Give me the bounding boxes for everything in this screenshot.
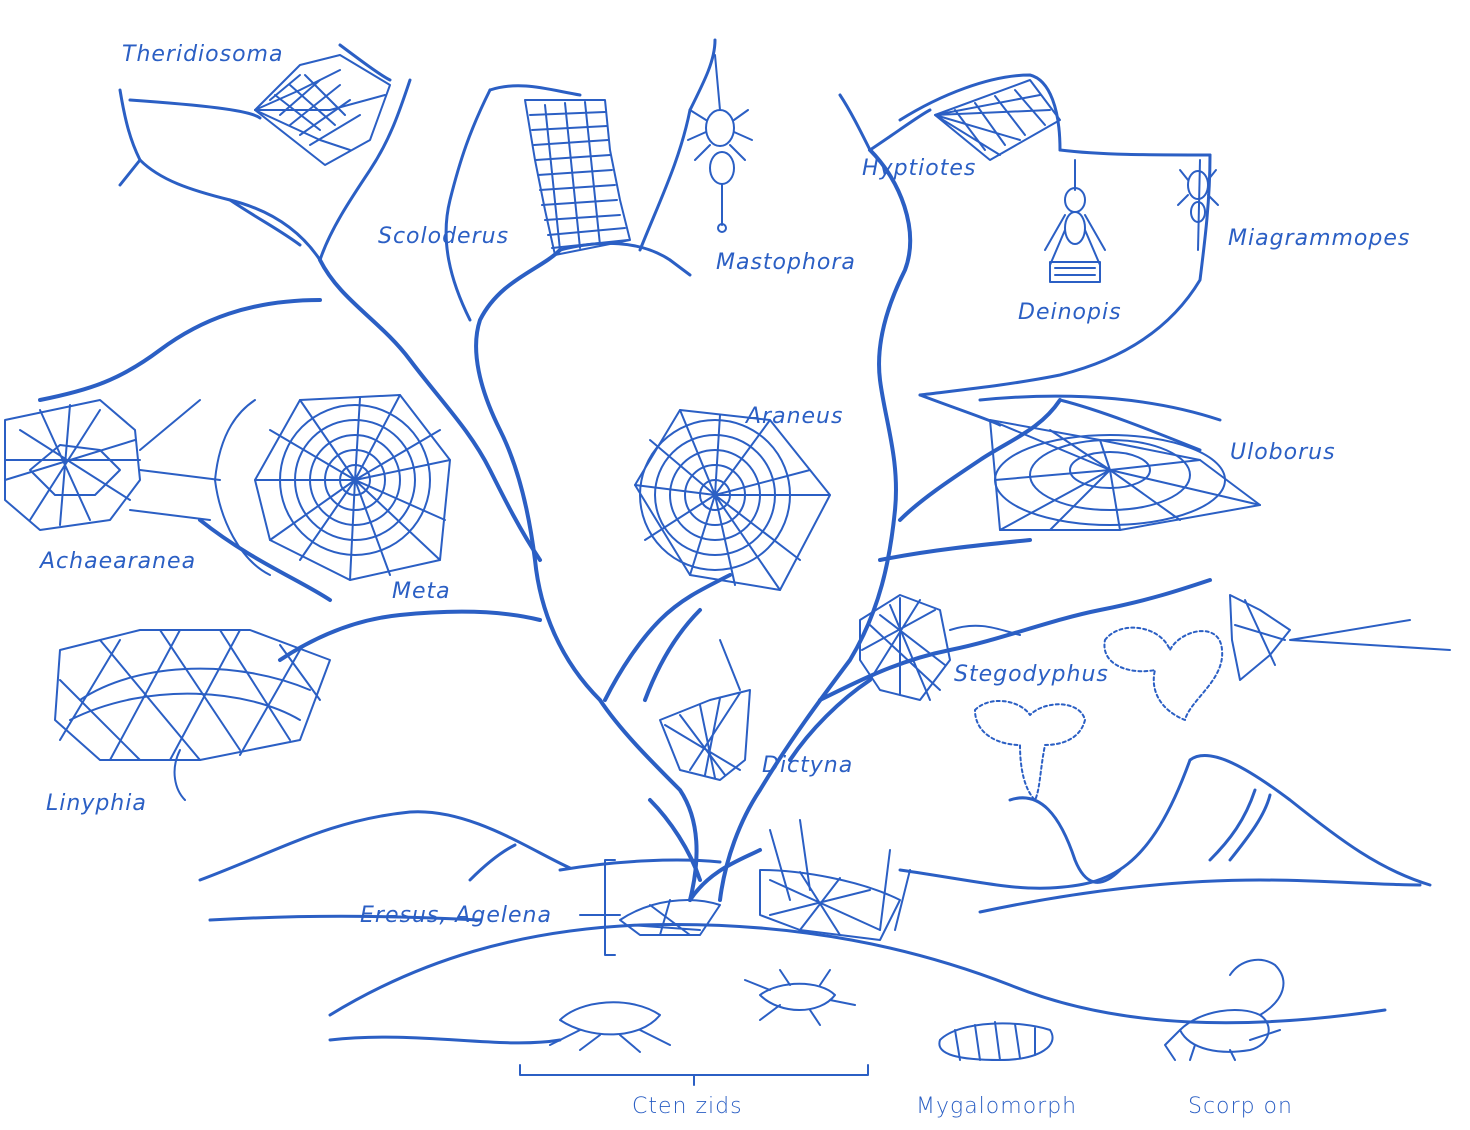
spider-miagrammopes (1178, 160, 1218, 250)
label-achaearanea: Achaearanea (40, 551, 196, 573)
tree-trunk (40, 150, 1210, 900)
label-scorpion: Scorp on (1188, 1096, 1293, 1118)
label-meta: Meta (392, 581, 451, 603)
label-stegodyphus: Stegodyphus (954, 664, 1109, 686)
label-araneus: Araneus (746, 406, 843, 428)
web-linyphia (55, 630, 330, 800)
label-hyptiotes: Hyptiotes (862, 158, 976, 180)
web-theridiosoma (255, 55, 390, 165)
spider-deinopis (1045, 160, 1105, 282)
label-uloborus: Uloborus (1230, 442, 1336, 464)
label-mastophora: Mastophora (716, 252, 856, 274)
label-mygalomorph: Mygalomorph (916, 1096, 1077, 1118)
web-dictyna (660, 640, 750, 780)
ground-hills (200, 756, 1430, 1043)
label-dictyna: Dictyna (762, 755, 853, 777)
web-araneus (635, 410, 830, 590)
label-scoloderus: Scoloderus (378, 226, 509, 248)
label-theridiosoma: Theridiosoma (122, 44, 283, 66)
web-scoloderus (525, 100, 630, 255)
branches-upper-left (120, 40, 715, 320)
web-achaearanea (5, 400, 220, 530)
label-deinopis: Deinopis (1018, 302, 1122, 324)
label-ctenizids: Cten zids (632, 1096, 743, 1118)
branches-upper-right (840, 75, 1220, 450)
web-uloborus (990, 420, 1260, 530)
label-linyphia: Linyphia (46, 793, 147, 815)
label-miagrammopes: Miagrammopes (1228, 228, 1410, 250)
spider-mastophora (688, 55, 752, 232)
label-eresus-agelena: Eresus, Agelena (360, 905, 552, 927)
web-meta (215, 395, 450, 580)
spider-on-web-right (1230, 595, 1450, 680)
scorpion (1165, 960, 1283, 1060)
web-eresus-agelena (580, 820, 910, 955)
ctenizids-spiders (520, 970, 868, 1085)
mygalomorph-spider (939, 1022, 1052, 1060)
